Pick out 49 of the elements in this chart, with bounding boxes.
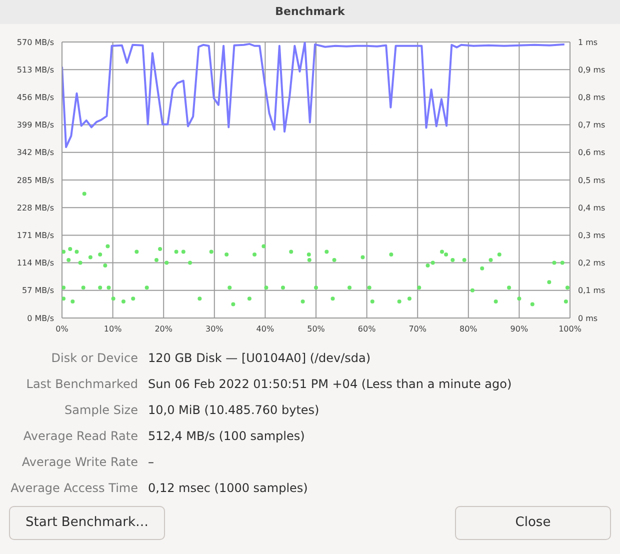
chart-title: Benchmark xyxy=(0,0,620,25)
text: Sample Size xyxy=(64,402,139,419)
x-tick-label: 90% xyxy=(510,324,528,334)
y2-tick-label: 0,6 ms xyxy=(578,148,606,158)
x-tick-label: 80% xyxy=(460,324,478,334)
x-tick-label: 70% xyxy=(408,324,427,334)
y-tick-label: 57 MB/s xyxy=(22,286,54,296)
x-tick-label: 60% xyxy=(358,324,376,334)
y-tick-label: 342 MB/s xyxy=(16,148,54,158)
x-tick-label: 50% xyxy=(307,324,326,334)
y-tick-label: 114 MB/s xyxy=(16,258,54,268)
y-tick-label: 570 MB/s xyxy=(16,38,54,47)
y2-tick-label: 0,1 ms xyxy=(578,286,606,296)
y-tick-label: 513 MB/s xyxy=(16,65,54,74)
text: 512,4 MB/s (100 samples) xyxy=(148,428,305,445)
x-tick-label: 100% xyxy=(558,324,582,334)
text: Start Benchmark… xyxy=(9,506,165,540)
y-tick-label: 399 MB/s xyxy=(16,120,54,130)
y2-tick-label: 0,9 ms xyxy=(578,65,606,74)
y2-tick-label: 0,3 ms xyxy=(578,231,606,240)
text: 10,0 MiB (10.485.760 bytes) xyxy=(148,402,320,419)
y-tick-label: 285 MB/s xyxy=(16,176,54,185)
text: Sun 06 Feb 2022 01:50:51 PM +04 (Less than a minute ago) xyxy=(148,376,512,393)
text: Average Write Rate xyxy=(20,454,139,471)
x-tick-label: 10% xyxy=(104,324,122,334)
x-tick-label: 20% xyxy=(154,324,173,334)
text: Close xyxy=(455,506,611,540)
x-tick-label: 0% xyxy=(56,324,69,334)
y-tick-label: 0 MB/s xyxy=(27,314,54,323)
y2-tick-label: 0,8 ms xyxy=(578,93,606,102)
text: Average Access Time xyxy=(10,480,139,497)
text: 120 GB Disk — [U0104A0] (/dev/sda) xyxy=(148,350,371,367)
y2-tick-label: 0,4 ms xyxy=(578,203,606,212)
x-tick-label: 30% xyxy=(206,324,224,334)
text: 0,12 msec (1000 samples) xyxy=(148,480,308,497)
y2-tick-label: 0,5 ms xyxy=(578,176,606,185)
text: – xyxy=(148,454,154,471)
x-tick-label: 40% xyxy=(256,324,274,334)
y2-tick-label: 0 ms xyxy=(578,314,598,323)
y2-tick-label: 0,7 ms xyxy=(578,120,606,130)
y-tick-label: 228 MB/s xyxy=(16,203,54,212)
y2-tick-label: 0,2 ms xyxy=(578,258,606,268)
y2-tick-label: 1 ms xyxy=(578,38,598,47)
text: Last Benchmarked xyxy=(25,376,139,393)
y-tick-label: 171 MB/s xyxy=(16,231,54,240)
line-series xyxy=(62,42,566,148)
y-tick-label: 456 MB/s xyxy=(16,93,54,102)
text: Disk or Device xyxy=(50,350,139,367)
text: Average Read Rate xyxy=(22,428,139,445)
